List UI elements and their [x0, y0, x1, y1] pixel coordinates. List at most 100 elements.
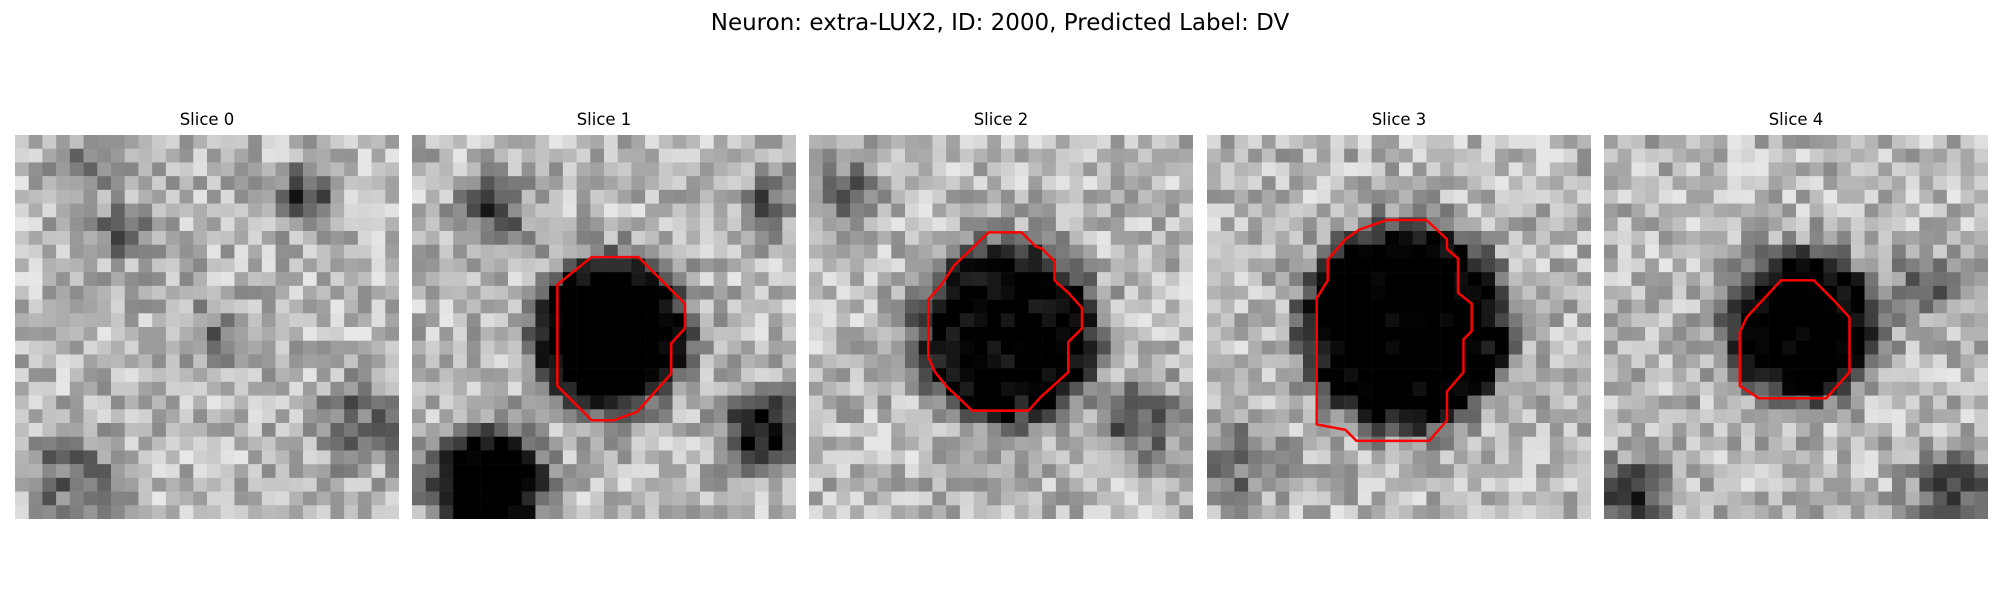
pixel — [97, 162, 112, 177]
pixel — [385, 409, 399, 424]
pixel — [316, 285, 331, 300]
pixel — [1768, 244, 1783, 259]
pixel — [344, 381, 359, 396]
pixel — [768, 148, 783, 163]
pixel — [1151, 313, 1166, 328]
pixel — [1700, 450, 1714, 465]
pixel — [179, 436, 194, 451]
pixel — [69, 436, 84, 451]
pixel — [316, 477, 331, 492]
pixel — [1481, 409, 1496, 424]
pixel — [207, 340, 221, 355]
pixel — [946, 477, 961, 492]
pixel — [261, 203, 276, 218]
pixel — [768, 244, 783, 259]
pixel — [1741, 244, 1756, 259]
pixel — [1508, 395, 1523, 410]
pixel — [1495, 409, 1509, 424]
pixel — [330, 327, 345, 341]
pixel — [179, 135, 194, 149]
pixel — [1385, 450, 1400, 465]
pixel — [124, 409, 139, 424]
pixel — [234, 340, 249, 355]
pixel — [521, 381, 536, 396]
pixel — [987, 231, 1002, 245]
pixel — [768, 381, 783, 396]
pixel — [1495, 436, 1509, 451]
pixel — [932, 203, 947, 218]
pixel — [1042, 135, 1057, 149]
pixel — [1549, 409, 1564, 424]
pixel — [371, 258, 386, 273]
pixel — [535, 464, 550, 479]
pixel — [1522, 176, 1537, 191]
pixel — [768, 340, 783, 355]
pixel — [576, 327, 591, 341]
pixel — [741, 258, 756, 273]
pixel — [1165, 450, 1180, 465]
pixel — [1069, 464, 1084, 479]
pixel — [1727, 340, 1742, 355]
pixel — [631, 189, 646, 204]
pixel — [1179, 464, 1193, 479]
pixel — [1028, 135, 1043, 149]
pixel — [494, 285, 509, 300]
pixel — [1001, 272, 1015, 287]
pixel — [1946, 313, 1961, 328]
pixel — [1055, 217, 1070, 232]
pixel — [1028, 258, 1043, 273]
pixel — [617, 436, 632, 451]
pixel — [1823, 299, 1838, 314]
pixel — [863, 505, 878, 519]
pixel — [1481, 258, 1496, 273]
pixel — [1412, 231, 1427, 245]
pixel — [863, 135, 878, 149]
pixel — [138, 368, 153, 383]
pixel — [1028, 423, 1043, 437]
pixel — [1399, 409, 1413, 424]
pixel — [1412, 395, 1427, 410]
pixel — [1809, 381, 1824, 396]
pixel — [1330, 148, 1345, 163]
pixel — [480, 464, 495, 479]
pixel — [1412, 477, 1427, 492]
pixel — [1371, 327, 1386, 341]
pixel — [1933, 340, 1948, 355]
pixel — [1481, 135, 1496, 149]
pixel — [1330, 272, 1345, 287]
pixel — [1344, 464, 1359, 479]
pixel — [1919, 299, 1934, 314]
pixel — [1261, 244, 1276, 259]
pixel — [1933, 450, 1948, 465]
pixel — [727, 244, 742, 259]
pixel — [1385, 135, 1400, 149]
pixel — [809, 477, 823, 492]
pixel — [1672, 299, 1687, 314]
pixel — [1850, 436, 1865, 451]
pixel — [165, 299, 180, 314]
pixel — [179, 423, 194, 437]
pixel — [97, 327, 112, 341]
pixel — [1028, 409, 1043, 424]
pixel — [466, 381, 481, 396]
pixel — [946, 450, 961, 465]
pixel — [303, 148, 317, 163]
pixel — [508, 313, 522, 328]
pixel — [932, 327, 947, 341]
pixel — [1727, 148, 1742, 163]
pixel — [1878, 299, 1893, 314]
pixel — [1453, 354, 1468, 369]
pixel — [1481, 189, 1496, 204]
pixel — [179, 176, 194, 191]
pixel — [152, 327, 167, 341]
pixel — [152, 272, 167, 287]
pixel — [1399, 176, 1413, 191]
pixel — [713, 381, 728, 396]
pixel — [1672, 491, 1687, 506]
pixel — [439, 231, 454, 245]
pixel — [220, 491, 235, 506]
pixel — [549, 217, 564, 232]
pixel — [713, 162, 728, 177]
pixel — [836, 368, 851, 383]
pixel — [508, 368, 522, 383]
